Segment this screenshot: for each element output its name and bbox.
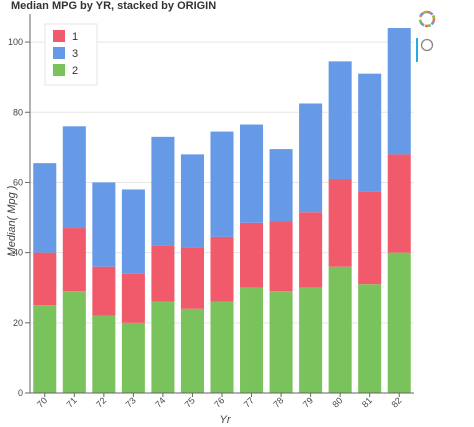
active-tool-indicator xyxy=(416,38,418,62)
bar-76-origin-3 xyxy=(210,131,234,237)
bar-79-origin-1 xyxy=(299,212,323,288)
bar-75-origin-3 xyxy=(180,154,204,248)
bars xyxy=(33,28,411,393)
bar-71-origin-1 xyxy=(62,228,86,292)
bar-80-origin-3 xyxy=(328,61,352,179)
bar-75-origin-1 xyxy=(180,247,204,309)
bar-72-origin-2 xyxy=(92,315,116,393)
bar-79-origin-3 xyxy=(299,103,323,213)
bar-74-origin-3 xyxy=(151,136,175,246)
bar-71-origin-3 xyxy=(62,126,86,229)
y-tick-label: 40 xyxy=(13,248,23,258)
x-tick-labels: 70 71 72 73 74 75 76 77 78 79 80 81 82 xyxy=(35,395,404,409)
x-tick-label: 77 xyxy=(242,395,256,409)
bar-81-origin-1 xyxy=(358,191,382,285)
bar-77-origin-2 xyxy=(240,287,264,393)
bar-70-origin-2 xyxy=(33,305,57,393)
bar-73-origin-1 xyxy=(121,273,145,323)
bar-72-origin-1 xyxy=(92,266,116,316)
bar-70-origin-1 xyxy=(33,252,57,306)
bar-79-origin-2 xyxy=(299,287,323,393)
bokeh-logo-icon[interactable] xyxy=(418,10,436,28)
legend-label-1: 1 xyxy=(72,31,78,43)
y-axis-label: Median( Mpg ) xyxy=(6,185,18,256)
y-tick-labels: 0 20 40 60 80 100 xyxy=(8,37,23,398)
legend-swatch-3 xyxy=(53,47,65,59)
x-tick-label: 75 xyxy=(183,395,197,409)
bar-76-origin-2 xyxy=(210,301,234,393)
y-tick-label: 0 xyxy=(18,388,23,398)
bar-80-origin-2 xyxy=(328,266,352,393)
x-tick-label: 80 xyxy=(330,395,344,409)
bar-74-origin-1 xyxy=(151,245,175,302)
x-axis-label: Yr xyxy=(220,414,232,426)
bar-73-origin-3 xyxy=(121,189,145,274)
bar-77-origin-3 xyxy=(240,124,264,223)
x-tick-label: 71 xyxy=(65,395,79,409)
legend: 1 3 2 xyxy=(44,23,98,86)
legend-label-2: 2 xyxy=(72,65,78,77)
legend-swatch-1 xyxy=(53,30,65,42)
bar-73-origin-2 xyxy=(121,322,145,393)
bar-77-origin-1 xyxy=(240,222,264,288)
bar-81-origin-3 xyxy=(358,73,382,192)
x-tick-label: 82 xyxy=(389,395,403,409)
x-tick-label: 78 xyxy=(271,395,285,409)
x-tick-label: 72 xyxy=(94,395,108,409)
x-tick-label: 70 xyxy=(35,395,49,409)
y-tick-label: 100 xyxy=(8,37,23,47)
bar-71-origin-2 xyxy=(62,291,86,393)
bar-80-origin-1 xyxy=(328,178,352,267)
y-tick-label: 20 xyxy=(13,318,23,328)
toolbar xyxy=(416,8,438,62)
legend-swatch-2 xyxy=(53,64,65,76)
bar-75-origin-2 xyxy=(180,308,204,393)
x-tick-label: 81 xyxy=(360,395,374,409)
reset-icon[interactable] xyxy=(418,36,436,54)
bar-74-origin-2 xyxy=(151,301,175,393)
bar-78-origin-2 xyxy=(269,291,293,393)
bar-76-origin-1 xyxy=(210,236,234,302)
y-tick-label: 60 xyxy=(13,177,23,187)
bar-78-origin-3 xyxy=(269,149,293,222)
chart-title: Median MPG by YR, stacked by ORIGIN xyxy=(11,0,217,12)
bar-70-origin-3 xyxy=(33,163,57,253)
bar-78-origin-1 xyxy=(269,221,293,292)
x-tick-label: 73 xyxy=(124,395,138,409)
bar-81-origin-2 xyxy=(358,284,382,393)
legend-box xyxy=(44,23,98,86)
x-tick-label: 79 xyxy=(301,395,315,409)
bar-82-origin-1 xyxy=(387,154,411,253)
x-tick-label: 76 xyxy=(212,395,226,409)
bar-82-origin-2 xyxy=(387,252,411,393)
bar-72-origin-3 xyxy=(92,182,116,267)
legend-label-3: 3 xyxy=(72,48,78,60)
x-tick-label: 74 xyxy=(153,395,167,409)
y-tick-label: 80 xyxy=(13,107,23,117)
bar-82-origin-3 xyxy=(387,28,411,155)
axes xyxy=(25,14,414,397)
